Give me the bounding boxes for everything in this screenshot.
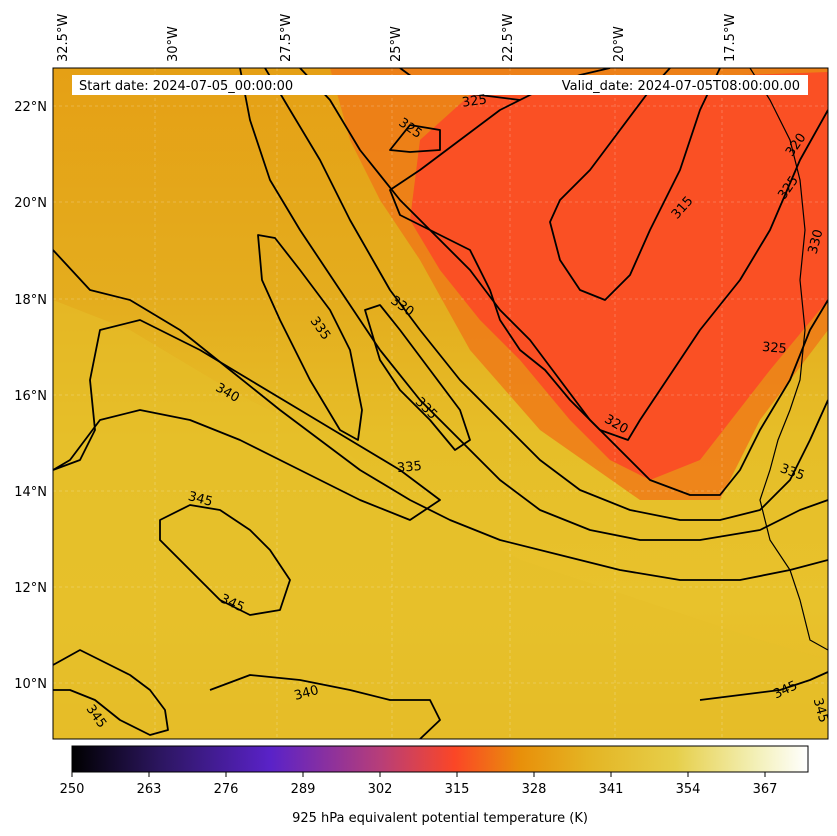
contour-label: 325 xyxy=(761,340,787,357)
contour-label: 335 xyxy=(396,459,422,476)
colorbar-tick-label: 250 xyxy=(60,782,85,797)
lat-label: 16°N xyxy=(14,389,47,404)
contour-340-c xyxy=(209,674,441,739)
contour-315 xyxy=(549,68,721,301)
longitude-labels: 32.5°W 30°W 27.5°W 25°W 22.5°W 20°W 17.5… xyxy=(56,14,738,62)
contour-label: 340 xyxy=(293,683,321,704)
colorbar-title: 925 hPa equivalent potential temperature… xyxy=(292,811,588,826)
contour-label: 330 xyxy=(806,228,827,256)
contour-345-b xyxy=(159,504,291,616)
contour-345-c xyxy=(699,671,828,701)
lat-label: 10°N xyxy=(14,677,47,692)
lon-label: 22.5°W xyxy=(501,14,516,62)
lat-label: 22°N xyxy=(14,100,47,115)
lon-label: 25°W xyxy=(389,26,404,62)
lon-label: 30°W xyxy=(166,26,181,62)
contour-345 xyxy=(53,649,169,736)
lat-label: 12°N xyxy=(14,581,47,596)
lon-label: 17.5°W xyxy=(723,14,738,62)
header-box xyxy=(72,75,808,95)
colorbar-tick-label: 315 xyxy=(445,782,470,797)
colorbar-tick-label: 354 xyxy=(676,782,701,797)
lon-label: 27.5°W xyxy=(279,14,294,62)
latitude-labels: 22°N 20°N 18°N 16°N 14°N 12°N 10°N xyxy=(14,100,47,692)
colorbar-tick-label: 276 xyxy=(214,782,239,797)
contour-335-b xyxy=(257,234,363,441)
map-frame xyxy=(52,67,829,740)
contour-325 xyxy=(299,68,828,496)
colorbar-tick-label: 328 xyxy=(522,782,547,797)
contour-340 xyxy=(53,249,828,581)
lon-label: 32.5°W xyxy=(56,14,71,62)
colorbar-ticks xyxy=(71,772,766,777)
contour-335 xyxy=(239,68,828,541)
contour-325-b xyxy=(389,124,441,153)
graticule xyxy=(53,68,828,739)
contour-330 xyxy=(264,68,828,521)
contour-340-b xyxy=(53,319,441,521)
map-panel xyxy=(53,68,828,739)
colorbar-tick-label: 367 xyxy=(753,782,778,797)
lon-label: 20°W xyxy=(612,26,627,62)
coastline xyxy=(749,68,828,651)
lat-label: 20°N xyxy=(14,196,47,211)
cool-air-core xyxy=(410,72,828,480)
colorbar-tick-label: 263 xyxy=(137,782,162,797)
colorbar-tick-label: 302 xyxy=(368,782,393,797)
contour-320 xyxy=(389,68,828,441)
contour-335-c xyxy=(364,304,471,451)
colorbar-tick-label: 289 xyxy=(291,782,316,797)
lat-label: 14°N xyxy=(14,485,47,500)
lat-label: 18°N xyxy=(14,293,47,308)
valid-date-label: Valid_date: 2024-07-05T08:00:00.00 xyxy=(562,79,800,94)
contour-label: 325 xyxy=(461,92,488,110)
contour-label: 345 xyxy=(186,489,214,510)
colorbar-gradient xyxy=(71,745,809,773)
colorbar: 250 263 276 289 302 315 328 341 354 367 … xyxy=(60,745,809,826)
colorbar-tick-label: 341 xyxy=(599,782,624,797)
start-date-label: Start date: 2024-07-05_00:00:00 xyxy=(79,79,293,94)
warm-ridge-region xyxy=(53,300,828,739)
contour-label: 345 xyxy=(810,697,831,725)
